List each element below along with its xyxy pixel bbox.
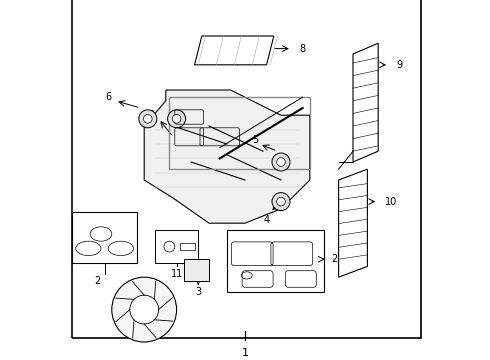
Bar [170, 97, 310, 169]
Polygon shape [353, 43, 378, 162]
Text: 7: 7 [120, 308, 126, 318]
Text: 10: 10 [386, 197, 398, 207]
Text: 2: 2 [331, 254, 338, 264]
Text: 2: 2 [94, 276, 100, 286]
Circle shape [277, 197, 285, 206]
Circle shape [272, 153, 290, 171]
Circle shape [272, 193, 290, 211]
Text: 1: 1 [242, 348, 248, 358]
Circle shape [277, 158, 285, 166]
Text: 5: 5 [253, 135, 259, 145]
Bar [227, 230, 324, 292]
Circle shape [144, 114, 152, 123]
Bar [72, 212, 137, 263]
Circle shape [130, 295, 159, 324]
Circle shape [172, 114, 181, 123]
Circle shape [112, 277, 176, 342]
Text: 11: 11 [171, 269, 183, 279]
Polygon shape [144, 90, 310, 223]
Polygon shape [195, 36, 274, 65]
Text: 6: 6 [105, 92, 111, 102]
Circle shape [168, 110, 186, 128]
Text: 8: 8 [299, 44, 305, 54]
Circle shape [139, 110, 157, 128]
Bar [155, 230, 198, 263]
Bar [180, 243, 195, 250]
Text: 4: 4 [264, 215, 270, 225]
Text: 2: 2 [148, 110, 154, 120]
Text: 9: 9 [396, 60, 402, 70]
Text: 3: 3 [195, 287, 201, 297]
Bar [184, 259, 209, 281]
Polygon shape [339, 169, 368, 277]
